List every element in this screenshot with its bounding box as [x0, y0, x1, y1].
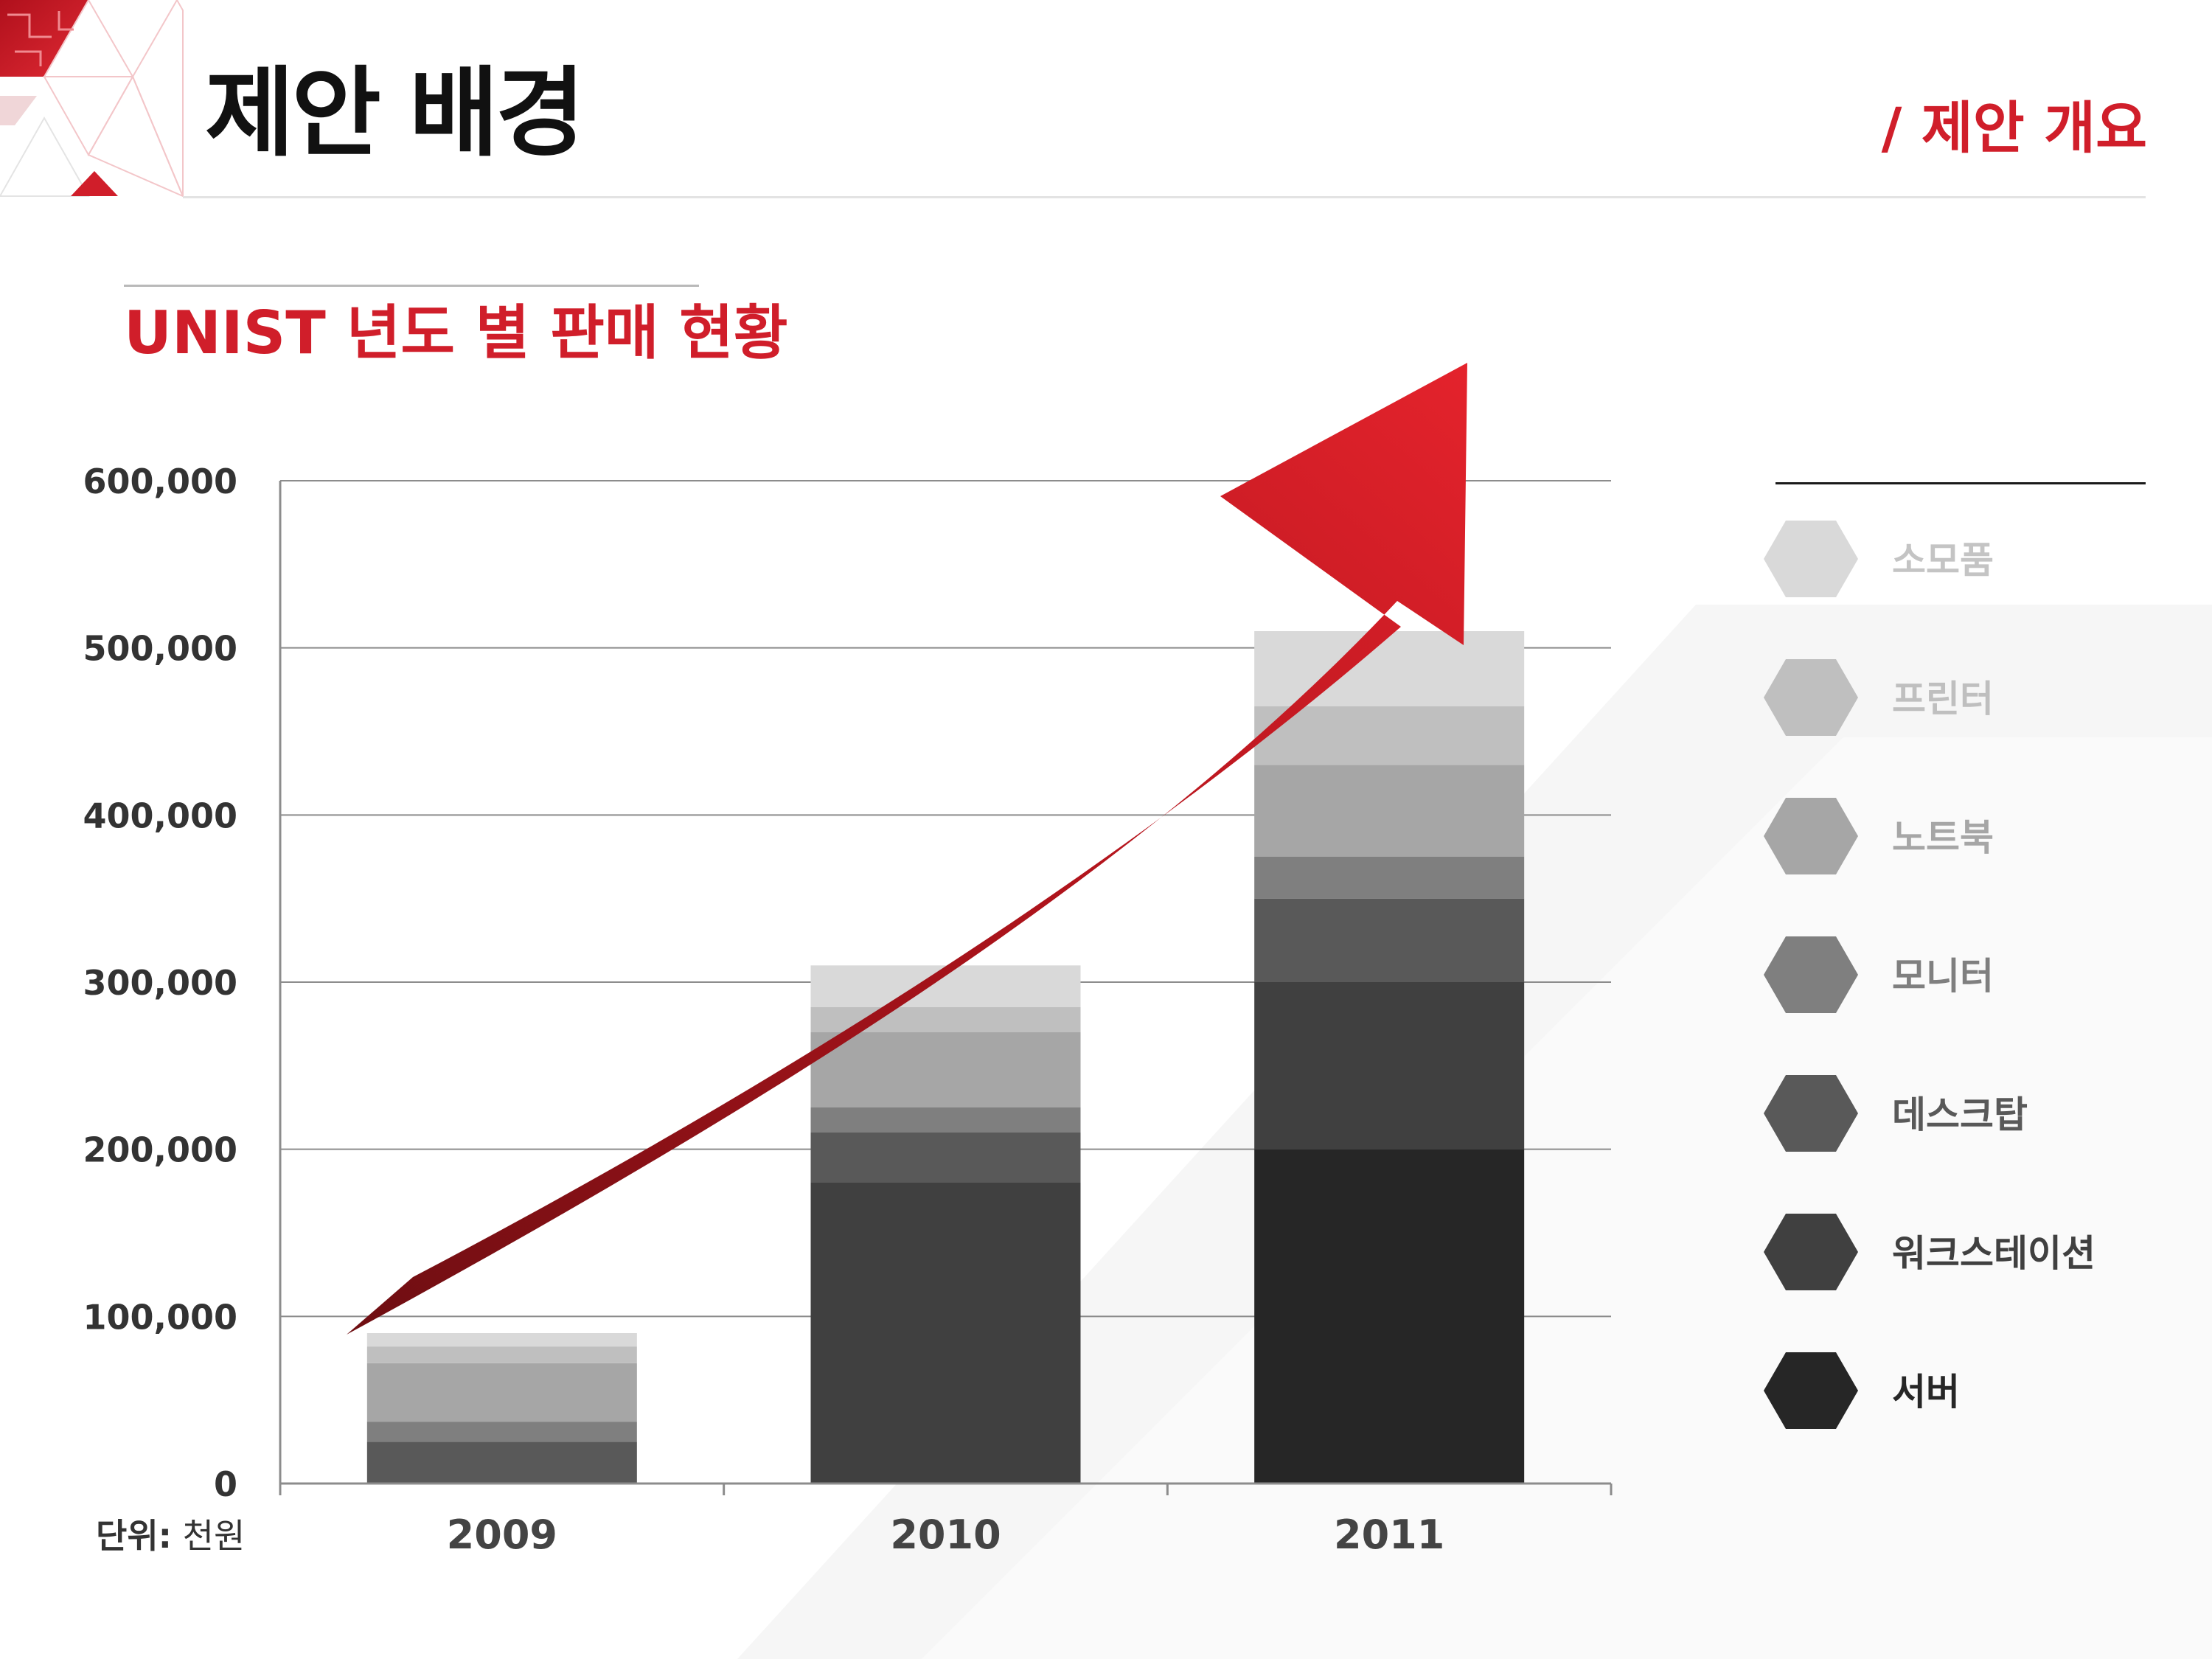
legend-swatch: [1764, 1075, 1858, 1152]
bar-segment: [366, 1422, 637, 1442]
bar-segment: [1254, 1149, 1525, 1484]
bar-segment: [1254, 857, 1525, 899]
bar-segment: [810, 1183, 1081, 1484]
legend-label: 워크스테이션: [1892, 1232, 2096, 1275]
legend-label: 데스크탑: [1892, 1093, 2028, 1136]
bars: [366, 631, 1525, 1484]
hexagon-icon: [1764, 521, 1858, 597]
x-tick-label: 2009: [447, 1512, 557, 1558]
bar-segment: [810, 1032, 1081, 1107]
legend-swatch: [1764, 659, 1858, 736]
unit-note: 단위: 천원: [96, 1516, 245, 1557]
legend-label: 서버: [1892, 1371, 1960, 1413]
bar-segment: [810, 1133, 1081, 1183]
chart-title-rule: [124, 285, 699, 287]
legend-swatch: [1764, 798, 1858, 874]
legend-label: 노트북: [1892, 816, 1994, 859]
legend-item: 데스크탑: [1764, 1071, 2147, 1159]
bar-segment: [1254, 765, 1525, 857]
hexagon-icon: [1764, 798, 1858, 874]
y-tick-label: 600,000: [83, 462, 237, 501]
hexagon-icon: [1764, 1352, 1858, 1429]
x-tick-label: 2010: [890, 1512, 1001, 1558]
y-tick-label: 0: [214, 1464, 237, 1504]
legend-swatch: [1764, 1352, 1858, 1429]
legend-item: 서버: [1764, 1348, 2147, 1436]
bar-segment: [1254, 982, 1525, 1150]
legend-swatch: [1764, 521, 1858, 597]
chart-title: UNIST 년도 별 판매 현황: [124, 299, 788, 367]
bar-segment: [366, 1363, 637, 1422]
unit-label: 단위:: [96, 1516, 173, 1556]
legend-item: 모니터: [1764, 932, 2147, 1020]
y-tick-label: 500,000: [83, 629, 237, 669]
hexagon-icon: [1764, 659, 1858, 736]
x-tick-labels: 2009 2010 2011: [447, 1512, 1445, 1558]
header-divider: [183, 196, 2146, 198]
bar-segment: [366, 1441, 637, 1484]
hexagon-icon: [1764, 1214, 1858, 1290]
legend-item: 프린터: [1764, 655, 2147, 743]
x-tick-label: 2011: [1334, 1512, 1444, 1558]
page-title: 제안 배경: [205, 57, 585, 170]
y-tick-labels: 0 100,000 200,000 300,000 400,000 500,000 600,…: [83, 462, 237, 1504]
bar-segment: [1254, 631, 1525, 706]
legend-swatch: [1764, 1214, 1858, 1290]
legend-item: 노트북: [1764, 793, 2147, 882]
legend-item: 워크스테이션: [1764, 1209, 2147, 1298]
section-label: / 제안 개요: [1881, 95, 2147, 161]
y-tick-label: 300,000: [83, 963, 237, 1003]
legend-rule: [1775, 482, 2146, 484]
y-tick-label: 400,000: [83, 796, 237, 835]
bar-segment: [366, 1346, 637, 1363]
bar-segment: [810, 1107, 1081, 1133]
bar-segment: [366, 1333, 637, 1347]
legend-swatch: [1764, 936, 1858, 1013]
y-tick-label: 100,000: [83, 1297, 237, 1337]
legend-label: 프린터: [1892, 678, 1994, 720]
corner-logo-graphic: [0, 0, 184, 198]
hexagon-icon: [1764, 1075, 1858, 1152]
legend-label: 소모품: [1892, 539, 1994, 582]
legend-item: 소모품: [1764, 516, 2147, 605]
bar-segment: [1254, 898, 1525, 982]
axes: [279, 481, 1613, 1495]
legend-label: 모니터: [1892, 955, 1994, 998]
unit-value: 천원: [182, 1516, 246, 1556]
bar-segment: [1254, 706, 1525, 765]
hexagon-icon: [1764, 936, 1858, 1013]
growth-arrow: [347, 363, 1467, 1335]
y-tick-label: 200,000: [83, 1130, 237, 1170]
